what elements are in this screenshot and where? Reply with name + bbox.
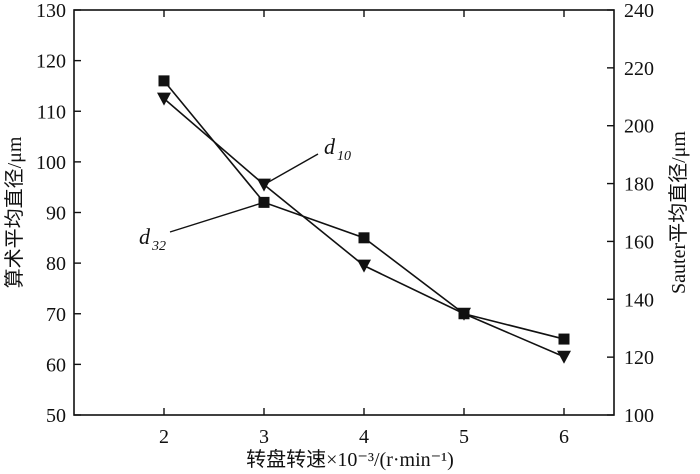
y-left-tick-label: 120	[36, 51, 66, 73]
y-left-tick-label: 50	[46, 405, 66, 427]
y-left-tick-label: 90	[46, 203, 66, 225]
x-tick-label: 5	[459, 426, 469, 448]
y-right-tick-label: 100	[624, 405, 654, 427]
annotation-leader-d10	[263, 153, 319, 186]
data-point-d32	[558, 333, 570, 345]
y-right-tick-label: 120	[624, 347, 654, 369]
data-point-d10	[457, 307, 471, 321]
annotation-d10-main: d	[324, 134, 336, 159]
y-right-axis-title: Sauter平均直径/μm	[667, 131, 690, 294]
y-left-tick-label: 60	[46, 354, 66, 376]
annotation-d10-sub: 10	[337, 149, 351, 164]
annotation-leader-d32	[169, 201, 265, 233]
x-tick-label: 3	[259, 426, 269, 448]
x-tick-label: 2	[159, 426, 169, 448]
data-point-d10	[157, 92, 171, 106]
y-left-tick-label: 100	[36, 152, 66, 174]
data-point-d10	[357, 259, 371, 273]
y-right-tick-label: 220	[624, 58, 654, 80]
y-left-tick-label: 130	[36, 0, 66, 22]
annotation-d32-sub: 32	[151, 239, 166, 254]
annotation-d32-main: d	[139, 224, 151, 249]
y-right-tick-label: 200	[624, 116, 654, 138]
series-line-d32	[163, 80, 565, 340]
x-axis-title: 转盘转速×10⁻³/(r·min⁻¹)	[246, 448, 454, 471]
data-point-d10	[257, 178, 271, 192]
series-line-d10	[163, 97, 565, 358]
y-right-tick-label: 140	[624, 289, 654, 311]
x-tick-label: 4	[359, 426, 369, 448]
plot-area-frame	[73, 9, 615, 416]
y-right-tick-label: 160	[624, 231, 654, 253]
y-left-axis-title: 算术平均直径/μm	[3, 136, 26, 288]
y-left-tick-label: 70	[46, 304, 66, 326]
data-point-d32	[158, 75, 170, 87]
y-right-tick-label: 240	[624, 0, 654, 22]
data-point-d10	[557, 350, 571, 364]
x-tick-label: 6	[559, 426, 569, 448]
y-left-tick-label: 110	[37, 101, 66, 123]
data-point-d32	[358, 232, 370, 244]
y-right-tick-label: 180	[624, 174, 654, 196]
y-left-tick-label: 80	[46, 253, 66, 275]
